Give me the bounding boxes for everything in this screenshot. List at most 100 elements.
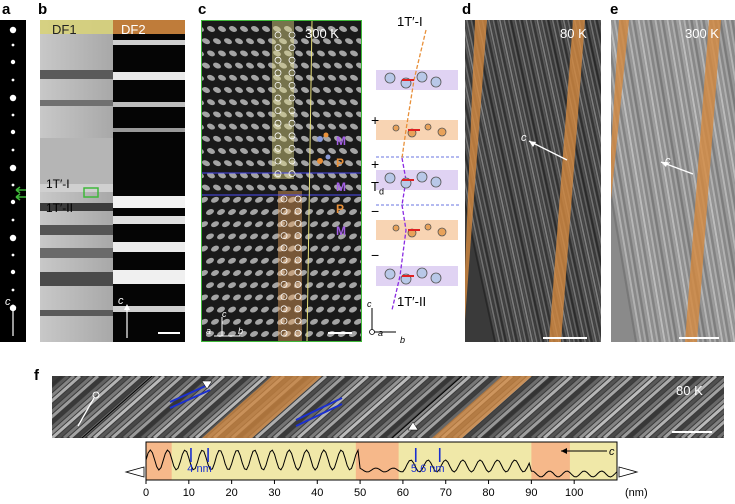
marker-circle [288, 94, 296, 102]
atom-column [240, 99, 248, 106]
stripe [52, 376, 99, 419]
stripe [351, 376, 423, 438]
stripe [712, 20, 735, 155]
schematic-atom [392, 124, 400, 132]
atom-column [217, 331, 225, 337]
atom-column [235, 38, 243, 45]
atom-column [356, 38, 361, 45]
atom-column [229, 99, 237, 106]
atom-column [255, 196, 263, 203]
atom-column [250, 331, 258, 337]
atom-column [312, 111, 320, 118]
stripe [664, 20, 721, 342]
c-arrow-head [561, 448, 567, 454]
stripe [387, 376, 459, 438]
atom-column [213, 87, 221, 93]
atom-column [288, 196, 296, 203]
atom-column [211, 196, 219, 203]
atom-column [310, 245, 318, 252]
atom-column [206, 209, 214, 215]
schematic-atom [437, 227, 447, 237]
stripe [573, 376, 645, 438]
panel-e-temp: 300 K [685, 26, 719, 41]
atom-column [246, 87, 254, 93]
stripe [707, 20, 735, 183]
stripe [471, 376, 543, 438]
stripe [479, 20, 551, 342]
atom-column [207, 123, 215, 130]
stripe [69, 376, 141, 438]
stripe [569, 20, 601, 166]
layer-p-label-1: P [336, 156, 345, 170]
atom-column [349, 282, 357, 289]
atom-column [339, 74, 347, 81]
right-triangle [618, 466, 639, 478]
atom-column [334, 38, 342, 45]
layer-m-label-2: M [336, 180, 346, 194]
df1-label: DF1 [52, 22, 77, 37]
atom-column [327, 209, 335, 215]
atom-column [228, 331, 236, 337]
atom-column [345, 87, 353, 93]
atom-column [224, 62, 232, 69]
stripe [699, 414, 724, 438]
atom-column [266, 318, 274, 325]
x-tick-label: 100 [565, 487, 583, 499]
atom-column [328, 26, 336, 32]
stripe [611, 175, 640, 342]
atom-column [211, 294, 219, 301]
atom-column [272, 209, 280, 215]
stripe [261, 376, 333, 438]
atom-column [244, 196, 252, 203]
x-tick-label: 60 [397, 487, 409, 499]
marker-circle [280, 317, 288, 325]
atom-column [350, 148, 358, 154]
stripe [375, 376, 447, 438]
atom-column [222, 221, 230, 228]
atom-column [246, 160, 254, 167]
stripe [465, 58, 527, 342]
marker-circle [274, 170, 282, 178]
atom-column [321, 294, 329, 301]
stripe [273, 376, 345, 438]
stripe [477, 376, 549, 438]
blue-marker [169, 389, 211, 409]
guide-line [81, 376, 153, 438]
marker-circle [280, 219, 288, 227]
stripe [75, 376, 147, 438]
atom-column [306, 99, 314, 106]
atom-column [301, 184, 309, 191]
atom-column [206, 306, 214, 313]
schematic-atom [430, 272, 442, 284]
atom-column [288, 245, 296, 252]
atom-column [213, 38, 221, 45]
schematic-atom [384, 268, 396, 280]
triangle-marker [407, 421, 419, 431]
stripe [547, 20, 601, 267]
stripe [129, 376, 201, 438]
stripe [705, 420, 724, 438]
atom-column [202, 270, 208, 276]
stripe [633, 376, 705, 438]
panel-c-axis-c: c [222, 309, 227, 319]
layer-m-label-1: M [336, 134, 346, 148]
atom-column [202, 245, 208, 252]
atom-column [345, 135, 353, 142]
stripe [538, 20, 601, 308]
atom-column [244, 221, 252, 228]
stripe [580, 20, 601, 115]
atom-column [257, 62, 265, 69]
atom-column [228, 306, 236, 313]
atom-column [332, 245, 340, 252]
x-tick-label: 50 [354, 487, 366, 499]
atom-column [257, 135, 265, 142]
stripe [628, 20, 685, 342]
atom-column [240, 50, 248, 57]
atom-column [240, 123, 248, 130]
atom-column [290, 111, 298, 118]
stripe [488, 20, 560, 342]
atom-column [202, 87, 210, 93]
stripe [485, 20, 558, 342]
stripe [481, 20, 553, 342]
atom-column [255, 221, 263, 228]
